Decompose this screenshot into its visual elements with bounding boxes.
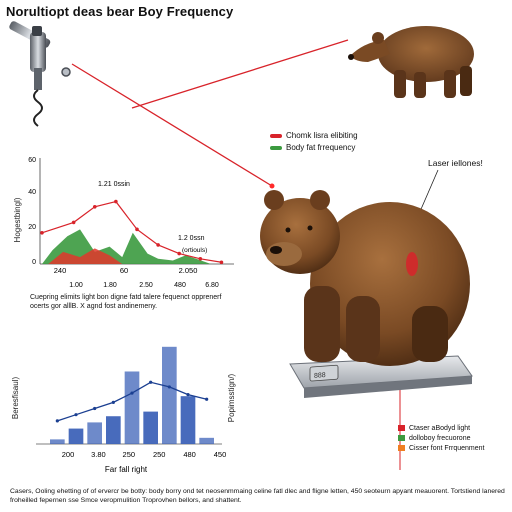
y-ticks: 60 40 20 0	[28, 157, 36, 266]
data-point	[135, 227, 139, 232]
x-tick-label: 1.80	[103, 282, 117, 289]
bottom-legend: Ctaser aBodyd light dolloboy frecuorone …	[398, 424, 484, 454]
data-point	[93, 406, 97, 411]
x-tick-label: 250	[153, 450, 166, 459]
page-title: Norultiopt deas bear Boy Frequency	[6, 4, 234, 19]
x-tick-label: 2.50	[139, 282, 153, 289]
data-point	[156, 243, 160, 247]
x-tick-label: 3.80	[91, 450, 106, 459]
legend-item: Ctaser aBodyd light	[398, 424, 484, 434]
legend-item: Chomk lisra elibiting	[270, 130, 358, 142]
y-tick-label: 20	[28, 224, 36, 231]
bar-line-chart: Beresfisaul) Popimsstign/) 200 3.80 250 250…	[11, 346, 236, 474]
line-area-chart: Hogestbingl) 60 40 20 0 1.21 0ssin 1.2 0…	[13, 157, 234, 289]
x-tick-label: 240	[54, 266, 67, 275]
data-point	[130, 391, 134, 395]
chart1-caption: Cuepring elimits light bon digne fatd ta…	[30, 294, 222, 310]
footer-caption: Casers, Ooling ehetting of of ervercr be…	[10, 488, 505, 504]
x-tick-label: 60	[120, 266, 128, 275]
x-tick-label: 450	[214, 450, 227, 459]
svg-text:888: 888	[314, 372, 326, 380]
x-tick-label: 6.80	[205, 282, 219, 289]
data-point	[177, 251, 182, 256]
x-tick-label: 200	[62, 450, 75, 459]
y2-axis-title: Popimsstign/)	[227, 373, 236, 422]
bar	[180, 396, 196, 444]
x-tick-label: 2.050	[179, 266, 198, 275]
bar	[68, 428, 84, 444]
data-point	[40, 231, 44, 235]
x-tick-label: 250	[123, 450, 136, 459]
data-point	[167, 385, 171, 389]
data-point	[149, 380, 153, 384]
laser-device-icon	[9, 21, 71, 127]
legend-item: Body fat frrequency	[270, 142, 358, 154]
y-tick-label: 0	[32, 259, 36, 266]
data-point	[114, 199, 118, 204]
legend-item: Cisser font Frrquenment	[398, 444, 484, 454]
area-series	[48, 248, 123, 264]
x-tick-label: 1.00	[69, 282, 83, 289]
data-point	[186, 393, 190, 397]
x-tick-label: 480	[183, 450, 196, 459]
data-point	[219, 260, 224, 265]
x-tick-label: 480	[174, 282, 186, 289]
small-bear-illustration	[348, 26, 474, 98]
data-point	[71, 220, 76, 225]
y-axis-title: Beresfisaul)	[11, 377, 20, 420]
bar	[162, 346, 177, 444]
data-point	[74, 413, 78, 417]
y-tick-label: 60	[28, 157, 36, 164]
bar	[50, 439, 65, 444]
bar	[124, 371, 140, 444]
y-axis-title: Hogestbingl)	[13, 197, 22, 242]
data-point	[92, 205, 97, 209]
bar	[87, 422, 102, 444]
bar	[106, 416, 121, 444]
data-label: 1.21 0ssin	[98, 181, 130, 188]
bear-on-scale-illustration: 888	[260, 190, 473, 398]
laser-callout-label: Laser iellones!	[428, 158, 483, 168]
x-axis-title: Far fall right	[105, 465, 148, 474]
y-tick-label: 40	[28, 189, 36, 196]
bar	[143, 411, 158, 444]
data-point	[205, 397, 209, 401]
data-point	[198, 257, 203, 261]
data-label: (ortiouls)	[182, 247, 207, 254]
data-point	[111, 400, 115, 404]
data-point	[55, 419, 59, 423]
top-legend: Chomk lisra elibiting Body fat frrequenc…	[270, 130, 358, 154]
legend-item: dolloboy frecuorone	[398, 434, 484, 444]
bar	[199, 437, 214, 444]
data-label: 1.2 0ssn	[178, 235, 205, 242]
